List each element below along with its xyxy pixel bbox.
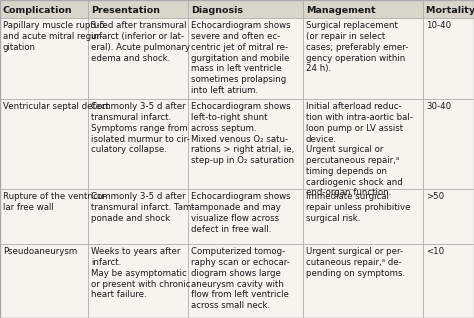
- Bar: [0, 245, 88, 318]
- Bar: [423, 245, 474, 318]
- Bar: [303, 245, 423, 318]
- Text: Echocardiogram shows
severe and often ec-
centric jet of mitral re-
gurgitation : Echocardiogram shows severe and often ec…: [191, 21, 291, 95]
- Bar: [423, 99, 474, 189]
- Text: Diagnosis: Diagnosis: [191, 6, 243, 15]
- Bar: [88, 245, 188, 318]
- Bar: [303, 18, 423, 99]
- Text: Weeks to years after
infarct.
May be asymptomatic
or present with chronic
heart : Weeks to years after infarct. May be asy…: [91, 247, 191, 300]
- Text: Immediate surgical
repair unless prohibitive
surgical risk.: Immediate surgical repair unless prohibi…: [306, 192, 410, 223]
- Bar: [88, 18, 188, 99]
- Text: Pseudoaneurysm: Pseudoaneurysm: [3, 247, 77, 257]
- Text: Management: Management: [306, 6, 375, 15]
- Bar: [188, 18, 303, 99]
- Text: Mortality rate (%): Mortality rate (%): [426, 6, 474, 15]
- Text: Complication: Complication: [3, 6, 73, 15]
- Text: Echocardiogram shows
left-to-right shunt
across septum.
Mixed venous O₂ satu-
ra: Echocardiogram shows left-to-right shunt…: [191, 102, 294, 165]
- Text: >50: >50: [426, 192, 444, 201]
- Text: 3-5 d after transmural
infarct (inferior or lat-
eral). Acute pulmonary
edema an: 3-5 d after transmural infarct (inferior…: [91, 21, 190, 63]
- Text: Rupture of the ventricu-
lar free wall: Rupture of the ventricu- lar free wall: [3, 192, 107, 212]
- Text: 30-40: 30-40: [426, 102, 451, 111]
- Bar: [0, 18, 88, 99]
- Text: Ventricular septal defect: Ventricular septal defect: [3, 102, 109, 111]
- Bar: [0, 189, 88, 245]
- Bar: [0, 99, 88, 189]
- Text: 10-40: 10-40: [426, 21, 451, 31]
- Text: Papillary muscle rupture
and acute mitral regur-
gitation: Papillary muscle rupture and acute mitra…: [3, 21, 108, 52]
- Bar: [88, 0, 188, 18]
- Bar: [88, 189, 188, 245]
- Text: Initial afterload reduc-
tion with intra-aortic bal-
loon pump or LV assist
devi: Initial afterload reduc- tion with intra…: [306, 102, 413, 197]
- Bar: [188, 0, 303, 18]
- Text: Urgent surgical or per-
cutaneous repair,ᵃ de-
pending on symptoms.: Urgent surgical or per- cutaneous repair…: [306, 247, 405, 278]
- Text: Presentation: Presentation: [91, 6, 160, 15]
- Bar: [0, 0, 88, 18]
- Bar: [423, 0, 474, 18]
- Text: Commonly 3-5 d after
transmural infarct. Tam-
ponade and shock: Commonly 3-5 d after transmural infarct.…: [91, 192, 194, 223]
- Text: Surgical replacement
(or repair in select
cases; preferably emer-
gency operatio: Surgical replacement (or repair in selec…: [306, 21, 409, 73]
- Bar: [188, 245, 303, 318]
- Bar: [188, 189, 303, 245]
- Bar: [303, 189, 423, 245]
- Bar: [303, 99, 423, 189]
- Bar: [423, 189, 474, 245]
- Text: Commonly 3-5 d after
transmural infarct.
Symptoms range from
isolated murmur to : Commonly 3-5 d after transmural infarct.…: [91, 102, 190, 154]
- Bar: [88, 99, 188, 189]
- Bar: [188, 99, 303, 189]
- Text: Echocardiogram shows
tamponade and may
visualize flow across
defect in free wall: Echocardiogram shows tamponade and may v…: [191, 192, 291, 234]
- Text: Computerized tomog-
raphy scan or echocar-
diogram shows large
aneurysm cavity w: Computerized tomog- raphy scan or echoca…: [191, 247, 290, 310]
- Bar: [423, 18, 474, 99]
- Text: <10: <10: [426, 247, 444, 257]
- Bar: [303, 0, 423, 18]
